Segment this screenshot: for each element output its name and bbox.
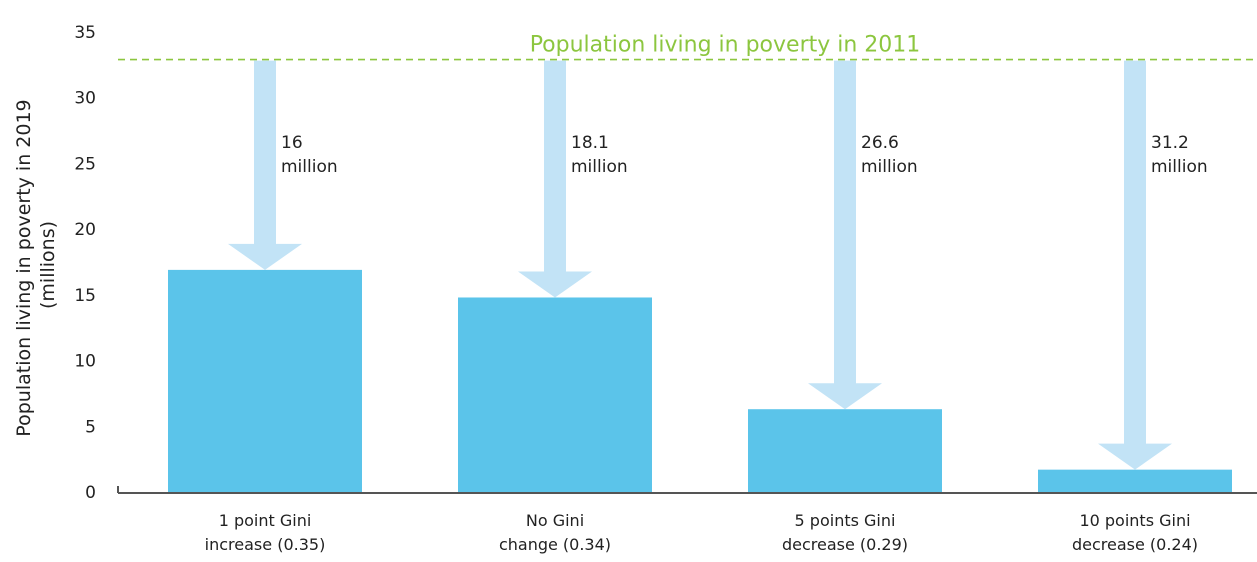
reduction-arrow xyxy=(808,60,882,410)
reduction-unit: million xyxy=(281,157,338,177)
reduction-unit: million xyxy=(861,157,918,177)
arrow-layer: 16 million 18.1 million 26.6 million 31.2 milli… xyxy=(228,60,1208,470)
bar xyxy=(458,297,652,492)
y-tick-label: 30 xyxy=(74,89,96,109)
y-axis-title: Population living in poverty in 2019 (mi… xyxy=(13,93,59,436)
bar xyxy=(1038,469,1232,492)
reduction-label: 31.2 million xyxy=(1151,133,1208,177)
y-axis-title-line1: Population living in poverty in 2019 xyxy=(13,99,35,436)
y-tick-label: 15 xyxy=(74,286,96,306)
reduction-value: 31.2 xyxy=(1151,133,1189,153)
bar xyxy=(748,409,942,492)
reduction-value: 16 xyxy=(281,133,303,153)
reduction-value: 26.6 xyxy=(861,133,899,153)
y-axis-title-line2: (millions) xyxy=(37,221,59,309)
x-category-label: 5 points Gini decrease (0.29) xyxy=(782,511,908,554)
bar-layer xyxy=(168,269,1232,492)
x-category-label-line: 5 points Gini xyxy=(795,511,896,530)
y-tick-label: 35 xyxy=(74,23,96,43)
y-axis: 0 5 10 15 20 25 30 35 xyxy=(74,23,96,503)
x-category-label-line: change (0.34) xyxy=(499,535,611,554)
x-category-label-line: decrease (0.24) xyxy=(1072,535,1198,554)
reduction-label: 16 million xyxy=(281,133,338,177)
y-tick-label: 20 xyxy=(74,220,96,240)
bar xyxy=(168,269,362,492)
reduction-label: 18.1 million xyxy=(571,133,628,177)
y-tick-label: 25 xyxy=(74,154,96,174)
reduction-value: 18.1 xyxy=(571,133,609,153)
y-tick-label: 10 xyxy=(74,352,96,372)
reduction-arrow xyxy=(1098,60,1172,470)
x-category-label-line: decrease (0.29) xyxy=(782,535,908,554)
x-category-label-line: increase (0.35) xyxy=(205,535,326,554)
x-category-label: 1 point Gini increase (0.35) xyxy=(205,511,326,554)
reference-layer: Population living in poverty in 2011 xyxy=(118,33,1257,61)
y-tick-label: 0 xyxy=(85,483,96,503)
x-category-label-line: 1 point Gini xyxy=(219,511,312,530)
x-axis: 1 point Gini increase (0.35) No Gini change… xyxy=(117,486,1257,554)
x-category-label: 10 points Gini decrease (0.24) xyxy=(1072,511,1198,554)
x-category-label-line: No Gini xyxy=(526,511,584,530)
x-category-label-line: 10 points Gini xyxy=(1079,511,1190,530)
reduction-unit: million xyxy=(1151,157,1208,177)
y-tick-label: 5 xyxy=(85,417,96,437)
reduction-label: 26.6 million xyxy=(861,133,918,177)
reduction-unit: million xyxy=(571,157,628,177)
x-category-label: No Gini change (0.34) xyxy=(499,511,611,554)
reduction-arrow xyxy=(518,60,592,298)
reference-line-label: Population living in poverty in 2011 xyxy=(530,33,921,58)
reduction-arrow xyxy=(228,60,302,270)
